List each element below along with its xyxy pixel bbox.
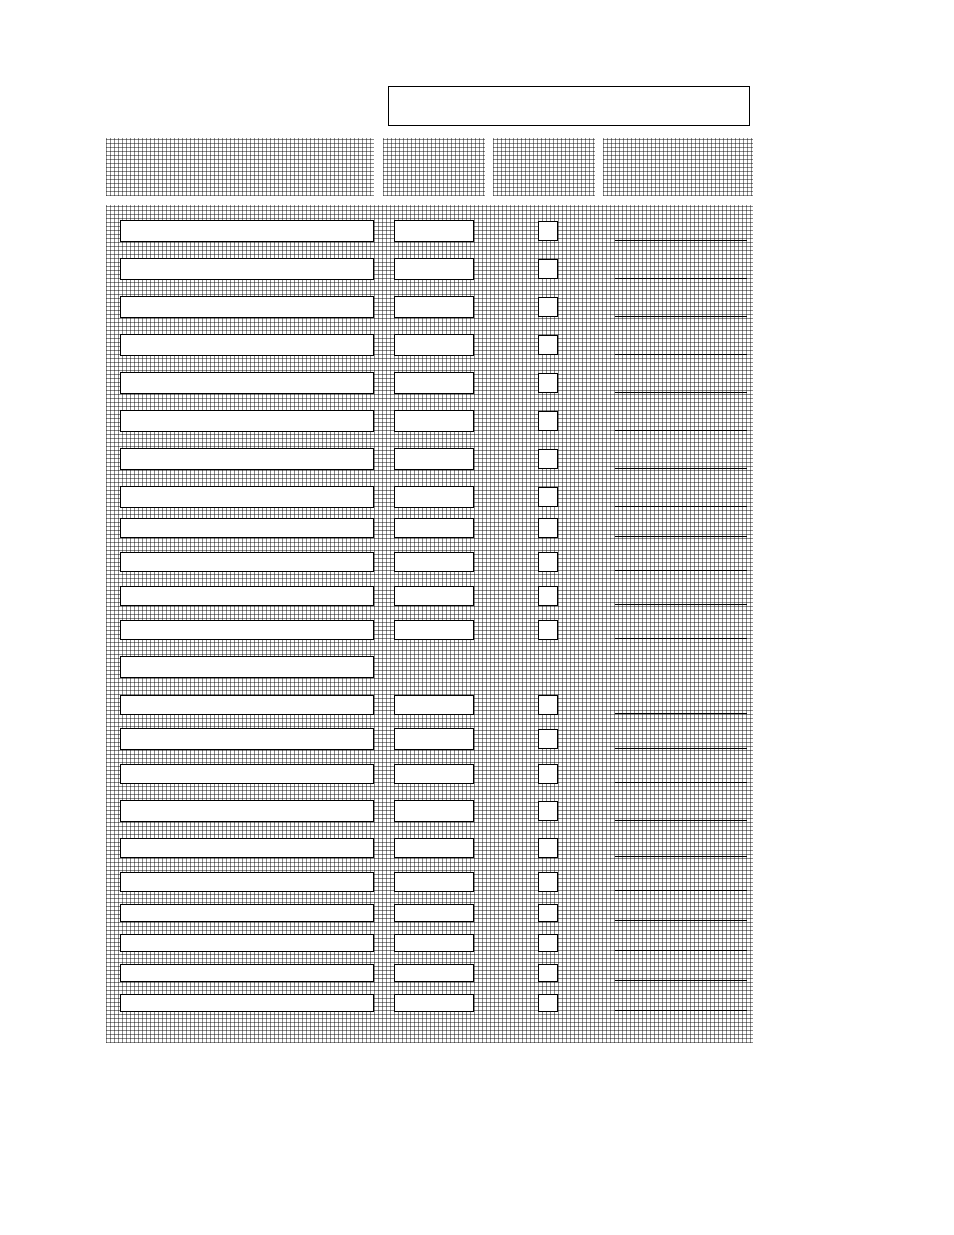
check-box[interactable] — [538, 259, 558, 279]
code-input[interactable] — [394, 872, 474, 892]
check-box[interactable] — [538, 373, 558, 393]
name-input[interactable] — [120, 334, 374, 356]
name-input[interactable] — [120, 964, 374, 982]
check-box[interactable] — [538, 449, 558, 469]
signature-line[interactable] — [615, 638, 747, 639]
code-input[interactable] — [394, 620, 474, 640]
signature-line[interactable] — [615, 782, 747, 783]
header-name — [106, 138, 374, 196]
check-box[interactable] — [538, 872, 558, 892]
name-input[interactable] — [120, 372, 374, 394]
name-input[interactable] — [120, 904, 374, 922]
check-box[interactable] — [538, 411, 558, 431]
signature-line[interactable] — [615, 1010, 747, 1011]
name-input[interactable] — [120, 486, 374, 508]
code-input[interactable] — [394, 764, 474, 784]
signature-line[interactable] — [615, 890, 747, 891]
check-box[interactable] — [538, 620, 558, 640]
code-input[interactable] — [394, 220, 474, 242]
check-box[interactable] — [538, 695, 558, 715]
code-input[interactable] — [394, 964, 474, 982]
code-input[interactable] — [394, 586, 474, 606]
name-input[interactable] — [120, 518, 374, 538]
code-input[interactable] — [394, 552, 474, 572]
signature-line[interactable] — [615, 980, 747, 981]
check-box[interactable] — [538, 964, 558, 982]
code-input[interactable] — [394, 518, 474, 538]
name-input[interactable] — [120, 934, 374, 952]
header-check — [493, 138, 595, 196]
name-input[interactable] — [120, 695, 374, 715]
name-input[interactable] — [120, 620, 374, 640]
check-box[interactable] — [538, 221, 558, 241]
code-input[interactable] — [394, 258, 474, 280]
code-input[interactable] — [394, 296, 474, 318]
signature-line[interactable] — [615, 713, 747, 714]
code-input[interactable] — [394, 994, 474, 1012]
header-signature — [603, 138, 753, 196]
name-input[interactable] — [120, 448, 374, 470]
check-box[interactable] — [538, 586, 558, 606]
code-input[interactable] — [394, 695, 474, 715]
signature-line[interactable] — [615, 392, 747, 393]
code-input[interactable] — [394, 448, 474, 470]
name-input[interactable] — [120, 258, 374, 280]
code-input[interactable] — [394, 728, 474, 750]
code-input[interactable] — [394, 486, 474, 508]
name-input[interactable] — [120, 800, 374, 822]
check-box[interactable] — [538, 335, 558, 355]
signature-line[interactable] — [615, 748, 747, 749]
code-input[interactable] — [394, 934, 474, 952]
check-box[interactable] — [538, 801, 558, 821]
signature-line[interactable] — [615, 820, 747, 821]
code-input[interactable] — [394, 334, 474, 356]
signature-line[interactable] — [615, 604, 747, 605]
signature-line[interactable] — [615, 468, 747, 469]
name-input[interactable] — [120, 764, 374, 784]
signature-line[interactable] — [615, 950, 747, 951]
signature-line[interactable] — [615, 316, 747, 317]
check-box[interactable] — [538, 552, 558, 572]
signature-line[interactable] — [615, 506, 747, 507]
code-input[interactable] — [394, 904, 474, 922]
name-input[interactable] — [120, 410, 374, 432]
check-box[interactable] — [538, 934, 558, 952]
signature-line[interactable] — [615, 536, 747, 537]
name-input[interactable] — [120, 586, 374, 606]
check-box[interactable] — [538, 764, 558, 784]
signature-line[interactable] — [615, 570, 747, 571]
check-box[interactable] — [538, 904, 558, 922]
code-input[interactable] — [394, 838, 474, 858]
name-input[interactable] — [120, 656, 374, 678]
signature-line[interactable] — [615, 354, 747, 355]
signature-line[interactable] — [615, 430, 747, 431]
name-input[interactable] — [120, 728, 374, 750]
check-box[interactable] — [538, 729, 558, 749]
header-code — [383, 138, 485, 196]
name-input[interactable] — [120, 838, 374, 858]
name-input[interactable] — [120, 296, 374, 318]
signature-line[interactable] — [615, 856, 747, 857]
check-box[interactable] — [538, 838, 558, 858]
check-box[interactable] — [538, 297, 558, 317]
code-input[interactable] — [394, 410, 474, 432]
signature-line[interactable] — [615, 278, 747, 279]
check-box[interactable] — [538, 487, 558, 507]
code-input[interactable] — [394, 800, 474, 822]
name-input[interactable] — [120, 994, 374, 1012]
signature-line[interactable] — [615, 240, 747, 241]
name-input[interactable] — [120, 220, 374, 242]
check-box[interactable] — [538, 518, 558, 538]
page — [0, 0, 954, 1235]
code-input[interactable] — [394, 372, 474, 394]
check-box[interactable] — [538, 994, 558, 1012]
signature-line[interactable] — [615, 920, 747, 921]
name-input[interactable] — [120, 872, 374, 892]
title-input[interactable] — [388, 86, 750, 126]
name-input[interactable] — [120, 552, 374, 572]
